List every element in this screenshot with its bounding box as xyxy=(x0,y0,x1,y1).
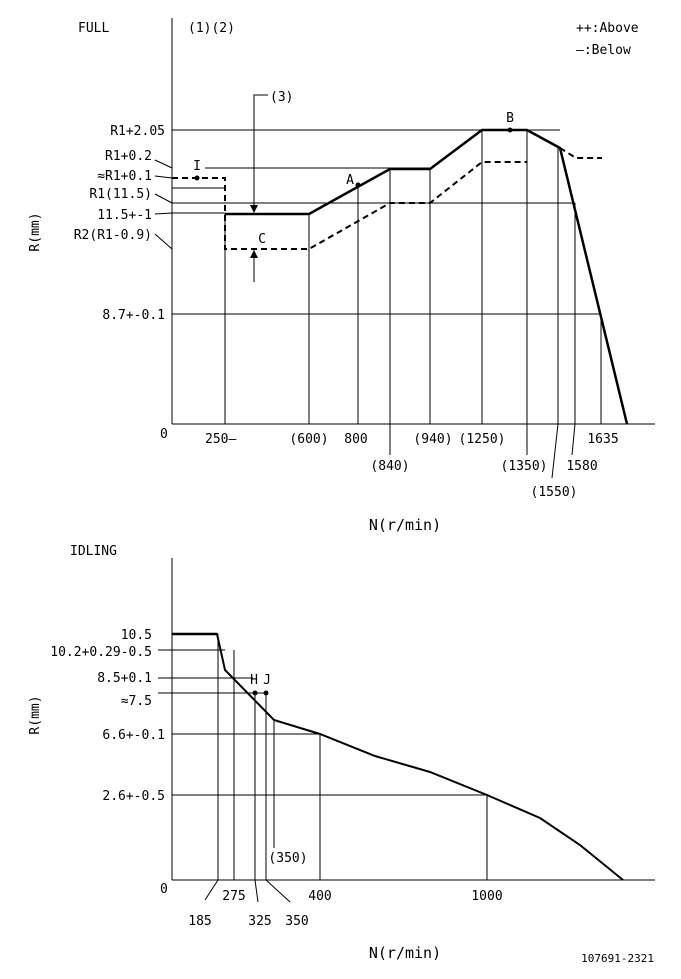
x-label-250: 250— xyxy=(205,432,236,447)
x-label-940: (940) xyxy=(413,432,452,447)
idl-y-label-7-5: ≈7.5 xyxy=(121,694,152,709)
point-a-label: A xyxy=(346,173,354,188)
point-h-marker xyxy=(252,690,258,696)
note3-leader xyxy=(253,94,268,208)
point-h-label: H xyxy=(250,673,258,688)
idl-xleader-325 xyxy=(254,879,259,903)
note3-arrow-down xyxy=(250,205,258,213)
idl-y-label-8-5: 8.5+0.1 xyxy=(97,671,152,686)
full-points xyxy=(194,127,513,188)
full-y-title: R(mm) xyxy=(28,212,43,251)
point-j-marker xyxy=(263,690,269,696)
y-label-11-5: 11.5+-1 xyxy=(97,208,152,223)
point-a-marker xyxy=(355,182,361,188)
point-i-label: I xyxy=(193,159,201,174)
leader-11-5 xyxy=(154,212,173,215)
y-label-r1-2-05: R1+2.05 xyxy=(110,124,165,139)
x-label-840: (840) xyxy=(370,459,409,474)
idl-x-label-400: 400 xyxy=(308,889,331,904)
idling-points xyxy=(252,690,269,696)
idling-zero: 0 xyxy=(160,882,168,897)
idl-y-label-10-5: 10.5 xyxy=(121,628,152,643)
idl-x-label-185: 185 xyxy=(188,914,211,929)
full-curve-above xyxy=(225,128,629,425)
note3-arrow-up xyxy=(250,250,258,258)
idling-y-title: R(mm) xyxy=(28,695,43,734)
idl-x-label-325: 325 xyxy=(248,914,271,929)
x-leader-1580 xyxy=(571,423,576,456)
leader-r1 xyxy=(154,193,173,204)
x-label-1250: (1250) xyxy=(459,432,506,447)
y-label-r2: R2(R1-0.9) xyxy=(74,228,152,243)
legend-below: —:Below xyxy=(576,43,631,58)
note3-label: (3) xyxy=(270,90,293,105)
x-label-1350: (1350) xyxy=(501,459,548,474)
idl-x-label-350-paren: (350) xyxy=(268,851,307,866)
idl-xleader-185 xyxy=(204,879,219,901)
y-label-r1: R1(11.5) xyxy=(89,187,152,202)
point-b-label: B xyxy=(506,111,514,126)
x-label-1580: 1580 xyxy=(566,459,597,474)
full-curve-below-tail xyxy=(559,147,602,159)
x-label-1635: 1635 xyxy=(587,432,618,447)
idling-x-title: N(r/min) xyxy=(369,944,441,962)
idling-title: IDLING xyxy=(70,544,117,559)
idling-curve xyxy=(172,633,624,881)
leader-r1-0-1 xyxy=(154,175,173,179)
point-b-marker xyxy=(507,127,513,133)
idl-y-label-6-6: 6.6+-0.1 xyxy=(102,728,165,743)
idl-x-label-275: 275 xyxy=(222,889,245,904)
full-curve-below xyxy=(172,161,527,250)
idl-y-label-10-2: 10.2+0.29-0.5 xyxy=(50,645,152,660)
idl-xleader-350 xyxy=(265,879,291,903)
full-marks: (1)(2) xyxy=(188,21,235,36)
x-label-600: (600) xyxy=(289,432,328,447)
y-label-r1-0-1: ≈R1+0.1 xyxy=(97,169,152,184)
y-label-r1-0-2: R1+0.2 xyxy=(105,149,152,164)
full-title: FULL xyxy=(78,21,109,36)
idling-chart xyxy=(158,558,655,903)
point-c-label: C xyxy=(258,232,266,247)
x-label-1550: (1550) xyxy=(531,485,578,500)
legend-above: ++:Above xyxy=(576,21,639,36)
x-leader-1550 xyxy=(551,423,559,479)
doc-number: 107691-2321 xyxy=(581,952,654,965)
x-label-800: 800 xyxy=(344,432,367,447)
idl-x-label-1000: 1000 xyxy=(471,889,502,904)
leader-r1-0-2 xyxy=(154,159,173,169)
point-i-marker xyxy=(194,175,200,181)
point-j-label: J xyxy=(263,673,271,688)
idl-x-label-350: 350 xyxy=(285,914,308,929)
leader-r2 xyxy=(154,233,173,250)
full-x-title: N(r/min) xyxy=(369,516,441,534)
full-chart xyxy=(154,18,655,479)
idl-y-label-2-6: 2.6+-0.5 xyxy=(102,789,165,804)
y-label-8-7: 8.7+-0.1 xyxy=(102,308,165,323)
full-zero: 0 xyxy=(160,427,168,442)
